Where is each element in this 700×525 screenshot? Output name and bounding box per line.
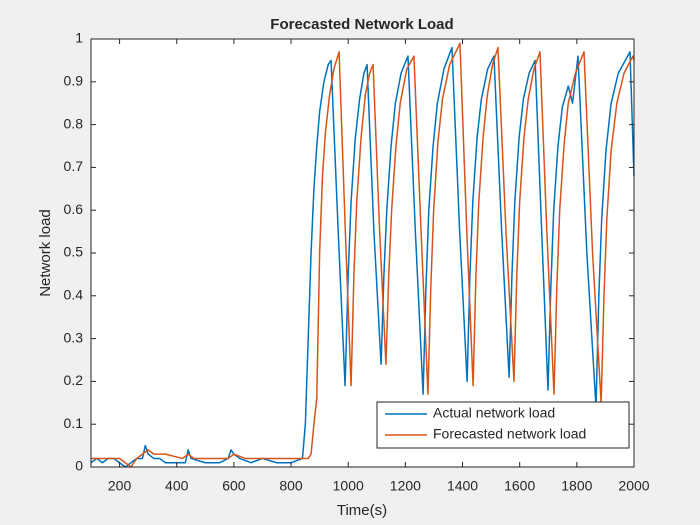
y-tick-label: 0.3 [64, 329, 84, 345]
y-tick-label: 0.5 [64, 244, 84, 260]
y-tick-label: 0.6 [64, 201, 84, 217]
y-tick-label: 0.7 [64, 158, 84, 174]
x-tick-label: 800 [279, 478, 303, 494]
x-tick-label: 1000 [333, 478, 364, 494]
y-axis-label: Network load [37, 209, 54, 297]
x-tick-label: 2000 [618, 478, 649, 494]
x-tick-label: 1200 [390, 478, 421, 494]
x-tick-label: 1600 [504, 478, 535, 494]
series-line [90, 46, 635, 468]
plot-area [91, 39, 634, 467]
y-tick-label: 0.4 [64, 287, 84, 303]
x-tick-label: 1800 [561, 478, 592, 494]
x-tick-label: 600 [222, 478, 246, 494]
y-tick-label: 1 [75, 30, 83, 46]
x-tick-label: 400 [165, 478, 189, 494]
y-tick-label: 0.2 [64, 372, 84, 388]
x-tick-label: 1400 [447, 478, 478, 494]
x-tick-label: 200 [108, 478, 132, 494]
y-tick-label: 0 [75, 458, 83, 474]
y-tick-label: 0.8 [64, 115, 84, 131]
x-axis-label: Time(s) [337, 502, 387, 519]
y-tick-label: 0.9 [64, 73, 84, 89]
legend-label: Actual network load [433, 405, 555, 421]
series-line [91, 42, 635, 468]
legend-label: Forecasted network load [433, 426, 586, 442]
chart-title: Forecasted Network Load [270, 16, 453, 33]
legend-box [376, 401, 630, 449]
y-tick-label: 0.1 [64, 415, 84, 431]
